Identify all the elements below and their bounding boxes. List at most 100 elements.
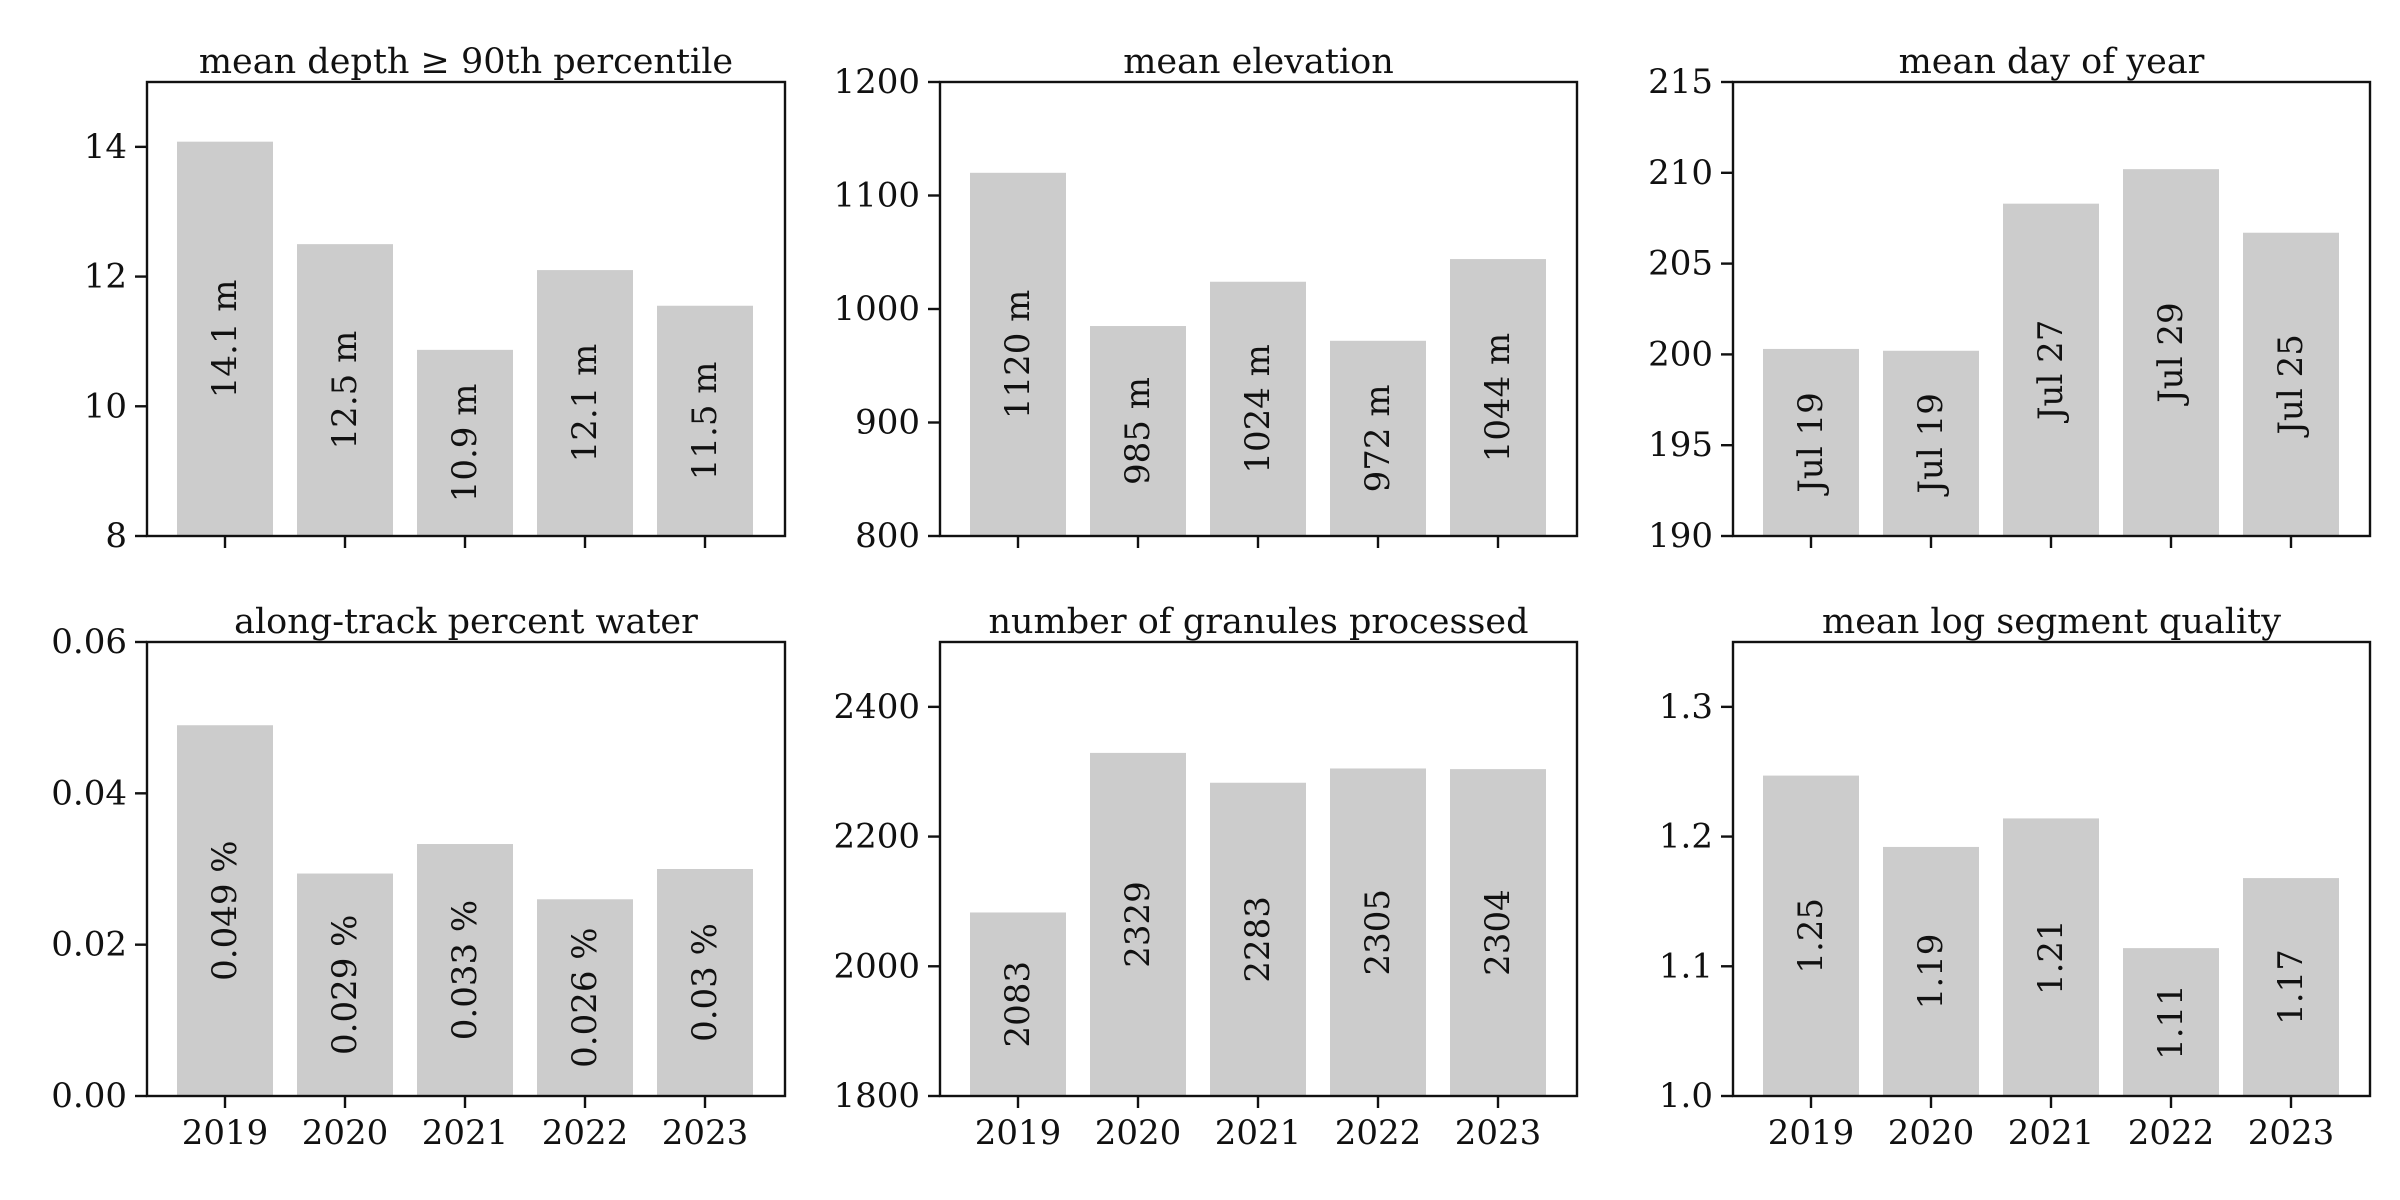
bar-value-label: 10.9 m — [445, 384, 485, 503]
y-tick-label: 0.02 — [51, 925, 127, 965]
bar-2019 — [970, 172, 1066, 537]
bar-value-label: 1.17 — [2271, 949, 2311, 1025]
y-tick-label: 215 — [1648, 62, 1713, 102]
bar-2021 — [417, 844, 513, 1096]
y-tick-label: 2000 — [833, 946, 920, 986]
bar-2022 — [1330, 768, 1426, 1096]
bar-value-label: 2283 — [1238, 896, 1278, 983]
bar-2022 — [537, 270, 633, 536]
bar-2022 — [2123, 169, 2219, 536]
x-tick-label: 2019 — [182, 1113, 269, 1153]
x-tick-label: 2019 — [975, 1113, 1062, 1153]
y-tick-label: 0.00 — [51, 1076, 127, 1116]
chart-panel-4: 0.049 % 0.029 % 0.033 % 0.026 % 0.03 % along-… — [51, 602, 787, 1153]
y-tick-label: 1100 — [833, 176, 920, 216]
bar-value-label: 2305 — [1358, 889, 1398, 976]
y-tick-label: 200 — [1648, 334, 1713, 374]
x-tick-label: 2020 — [1888, 1113, 1975, 1153]
bar-2021 — [417, 349, 513, 536]
bar-value-label: 1024 m — [1238, 344, 1278, 474]
y-tick-label: 14 — [84, 127, 127, 167]
y-tick-label: 1.1 — [1659, 946, 1713, 986]
chart-panel-6: 1.25 1.19 1.21 1.11 1.17 mean log segment qua… — [1659, 602, 2372, 1153]
bar-value-label: 2304 — [1478, 889, 1518, 976]
y-tick-label: 190 — [1648, 516, 1713, 556]
bar-2021 — [1210, 782, 1306, 1096]
bar-2019 — [177, 725, 273, 1096]
y-tick-label: 1000 — [833, 289, 920, 329]
bar-2019 — [970, 912, 1066, 1096]
y-tick-label: 2400 — [833, 687, 920, 727]
bar-value-label: Jul 19 — [1791, 392, 1831, 495]
bar-value-label: 0.03 % — [685, 923, 725, 1042]
chart-title: mean log segment quality — [1822, 602, 2281, 642]
bar-2021 — [2003, 203, 2099, 536]
bar-2023 — [2243, 878, 2339, 1096]
bar-2021 — [2003, 818, 2099, 1096]
bar-value-label: Jul 29 — [2151, 302, 2191, 405]
y-tick-label: 195 — [1648, 425, 1713, 465]
bar-2020 — [1883, 846, 1979, 1096]
y-tick-label: 10 — [84, 386, 127, 426]
x-tick-label: 2020 — [1095, 1113, 1182, 1153]
bar-value-label: Jul 27 — [2031, 320, 2071, 423]
bar-value-label: 2329 — [1118, 881, 1158, 968]
bar-value-label: 1.11 — [2151, 984, 2191, 1060]
y-tick-label: 1200 — [833, 62, 920, 102]
bar-2022 — [2123, 948, 2219, 1096]
x-tick-label: 2022 — [2128, 1113, 2215, 1153]
bar-value-label: 1.25 — [1791, 898, 1831, 974]
bar-2020 — [1090, 752, 1186, 1096]
y-tick-label: 12 — [84, 257, 127, 297]
x-tick-label: 2021 — [422, 1113, 509, 1153]
bar-value-label: Jul 25 — [2271, 334, 2311, 437]
bar-value-label: 972 m — [1358, 384, 1398, 492]
chart-panel-3: Jul 19 Jul 19 Jul 27 Jul 29 Jul 25 mean day o… — [1648, 42, 2372, 556]
bar-value-label: 0.033 % — [445, 900, 485, 1040]
x-tick-label: 2021 — [2008, 1113, 2095, 1153]
bar-value-label: 985 m — [1118, 377, 1158, 485]
chart-title: along-track percent water — [234, 602, 698, 642]
bar-value-label: Jul 19 — [1911, 393, 1951, 496]
bar-2023 — [657, 869, 753, 1096]
x-tick-label: 2021 — [1215, 1113, 1302, 1153]
bar-2022 — [1330, 340, 1426, 536]
y-tick-label: 0.04 — [51, 773, 127, 813]
x-tick-label: 2022 — [542, 1113, 629, 1153]
y-tick-label: 8 — [105, 516, 127, 556]
chart-title: mean elevation — [1123, 42, 1394, 82]
bar-2020 — [1090, 326, 1186, 536]
bar-value-label: 0.029 % — [325, 915, 365, 1055]
bar-2020 — [1883, 350, 1979, 536]
bar-2020 — [297, 244, 393, 536]
bar-value-label: 1120 m — [998, 290, 1038, 420]
bar-value-label: 0.049 % — [205, 840, 245, 980]
chart-panel-5: 2083 2329 2283 2305 2304 number of granules p… — [833, 602, 1579, 1153]
bar-value-label: 1.21 — [2031, 919, 2071, 995]
bar-2021 — [1210, 281, 1306, 536]
chart-panel-1: 14.1 m 12.5 m 10.9 m 12.1 m 11.5 m mean depth… — [84, 42, 787, 556]
y-tick-label: 1.3 — [1659, 687, 1713, 727]
y-tick-label: 205 — [1648, 244, 1713, 284]
bar-value-label: 1044 m — [1478, 333, 1518, 463]
chart-title: number of granules processed — [988, 602, 1528, 642]
x-tick-label: 2022 — [1335, 1113, 1422, 1153]
bar-value-label: 14.1 m — [205, 279, 245, 398]
bar-2019 — [1763, 348, 1859, 536]
chart-title: mean day of year — [1899, 42, 2205, 82]
y-tick-label: 1.0 — [1659, 1076, 1713, 1116]
bar-2019 — [177, 141, 273, 536]
bar-value-label: 2083 — [998, 961, 1038, 1048]
y-tick-label: 0.06 — [51, 622, 127, 662]
y-tick-label: 900 — [855, 403, 920, 443]
x-tick-label: 2019 — [1768, 1113, 1855, 1153]
bar-2020 — [297, 873, 393, 1096]
bar-value-label: 11.5 m — [685, 361, 725, 480]
bar-value-label: 12.1 m — [565, 344, 605, 463]
y-tick-label: 1800 — [833, 1076, 920, 1116]
y-tick-label: 210 — [1648, 153, 1713, 193]
x-tick-label: 2023 — [2248, 1113, 2335, 1153]
bar-2023 — [1450, 769, 1546, 1096]
y-tick-label: 2200 — [833, 817, 920, 857]
